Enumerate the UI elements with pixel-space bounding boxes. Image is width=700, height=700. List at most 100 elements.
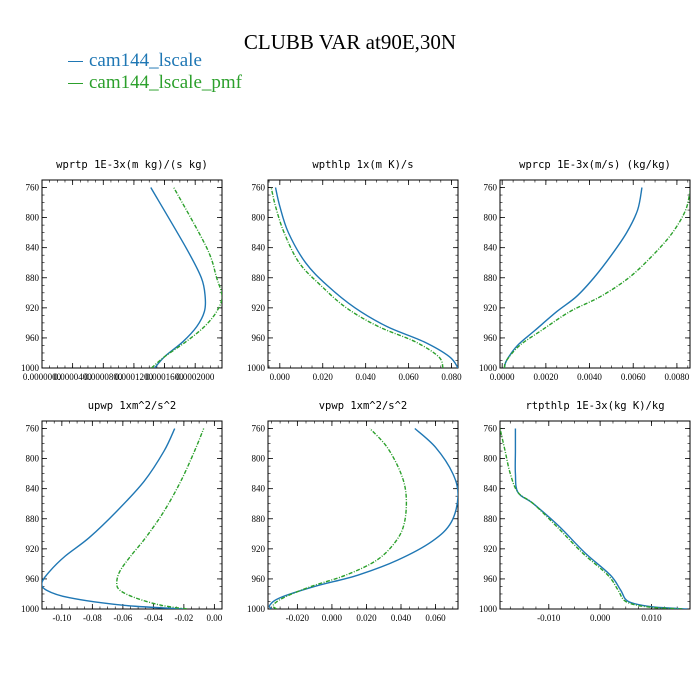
- y-tick-label: 760: [484, 183, 498, 193]
- x-tick-label: 0.040: [356, 372, 377, 382]
- plot-frame: [499, 420, 691, 610]
- x-tick-label: 0.020: [313, 372, 334, 382]
- series-line-lscale: [514, 428, 688, 609]
- series-line-lscale: [503, 187, 643, 368]
- x-tick-label: 0.000: [590, 613, 611, 623]
- y-tick-label: 840: [484, 484, 498, 494]
- y-tick-label: 1000: [479, 604, 498, 614]
- y-tick-label: 920: [26, 303, 40, 313]
- y-tick-label: 920: [26, 544, 40, 554]
- x-tick-label: 0.0020: [533, 372, 558, 382]
- panel-5: vpwp 1xm^2/s^2 760 800 840 880 920 960 1000 -0.0…: [247, 400, 459, 623]
- panel-4: upwp 1xm^2/s^2 760 800 840 880 920 960 1000 -0.1…: [21, 400, 223, 623]
- panel-6: rtpthlp 1E-3x(kg K)/kg 760 800 840 880 920 960…: [479, 400, 691, 623]
- y-tick-label: 920: [252, 544, 266, 554]
- x-tick-label: -0.010: [537, 613, 561, 623]
- x-tick-label: -0.020: [286, 613, 310, 623]
- panel-title: wpthlp 1x(m K)/s: [312, 159, 413, 171]
- panel-2: wpthlp 1x(m K)/s 760 800 840 880 920 960 1000 0.…: [247, 159, 462, 382]
- y-tick-label: 1000: [479, 363, 498, 373]
- plot-frame: [41, 179, 223, 369]
- series-line-lscale-pmf: [151, 187, 222, 368]
- series-line-lscale: [150, 187, 207, 368]
- x-tick-label: 0.0001600: [145, 372, 184, 382]
- x-tick-label: 0.000: [322, 613, 343, 623]
- series-line-lscale-pmf: [270, 187, 444, 368]
- y-tick-label: 800: [26, 454, 40, 464]
- x-tick-label: 0.0001200: [115, 372, 154, 382]
- x-tick-label: 0.0002000: [176, 372, 215, 382]
- x-tick-label: 0.060: [425, 613, 446, 623]
- x-tick-label: 0.020: [356, 613, 377, 623]
- plot-frame: [267, 420, 459, 610]
- y-tick-label: 960: [252, 574, 266, 584]
- x-tick-label: -0.04: [144, 613, 163, 623]
- legend-item-lscale-pmf: cam144_lscale_pmf: [68, 72, 242, 94]
- x-tick-label: 0.0080: [665, 372, 690, 382]
- y-tick-label: 800: [252, 454, 266, 464]
- legend-swatch-lscale: [68, 60, 83, 62]
- y-tick-label: 800: [26, 213, 40, 223]
- series-line-lscale: [274, 187, 458, 368]
- y-tick-label: 880: [252, 273, 266, 283]
- y-tick-label: 880: [484, 273, 498, 283]
- x-tick-label: 0.0000: [490, 372, 515, 382]
- plot-frame: [267, 179, 459, 369]
- plot-frame: [41, 420, 223, 610]
- y-tick-label: 840: [252, 484, 266, 494]
- series-line-lscale: [42, 428, 184, 609]
- x-tick-label: 0.0040: [577, 372, 602, 382]
- y-tick-label: 840: [484, 243, 498, 253]
- y-tick-label: 960: [26, 333, 40, 343]
- series-line-lscale-pmf: [503, 191, 690, 368]
- y-tick-label: 960: [484, 333, 498, 343]
- y-tick-label: 880: [252, 514, 266, 524]
- legend: cam144_lscale cam144_lscale_pmf: [68, 50, 242, 94]
- y-tick-label: 960: [26, 574, 40, 584]
- panel-title: rtpthlp 1E-3x(kg K)/kg: [525, 400, 664, 412]
- y-tick-label: 760: [26, 424, 40, 434]
- panel-title: wprtp 1E-3x(m kg)/(s kg): [56, 159, 208, 171]
- y-tick-label: 760: [252, 424, 266, 434]
- panel-title: upwp 1xm^2/s^2: [88, 400, 177, 412]
- series-line-lscale-pmf: [500, 428, 683, 609]
- figure-title: CLUBB VAR at90E,30N: [243, 30, 457, 54]
- y-tick-label: 760: [26, 183, 40, 193]
- legend-swatch-lscale-pmf: [68, 82, 83, 84]
- y-tick-label: 1000: [247, 363, 266, 373]
- panel-3: wprcp 1E-3x(m/s) (kg/kg) 760 800 840 880 920 9…: [479, 159, 691, 382]
- x-tick-label: 0.0000800: [84, 372, 123, 382]
- y-tick-label: 800: [484, 213, 498, 223]
- y-tick-label: 840: [252, 243, 266, 253]
- y-tick-label: 800: [484, 454, 498, 464]
- y-tick-label: 1000: [21, 363, 40, 373]
- x-tick-label: 0.0060: [621, 372, 646, 382]
- legend-label-lscale: cam144_lscale: [89, 50, 202, 71]
- x-tick-label: -0.02: [174, 613, 193, 623]
- x-tick-label: 0.040: [391, 613, 412, 623]
- y-tick-label: 800: [252, 213, 266, 223]
- y-tick-label: 920: [484, 544, 498, 554]
- y-tick-label: 960: [252, 333, 266, 343]
- legend-item-lscale: cam144_lscale: [68, 50, 242, 72]
- y-tick-label: 960: [484, 574, 498, 584]
- y-tick-label: 840: [26, 484, 40, 494]
- x-tick-label: 0.080: [441, 372, 462, 382]
- y-tick-label: 880: [26, 273, 40, 283]
- x-tick-label: -0.10: [52, 613, 71, 623]
- x-tick-label: 0.060: [398, 372, 419, 382]
- series-line-lscale: [268, 427, 458, 609]
- y-tick-label: 880: [26, 514, 40, 524]
- y-tick-label: 1000: [21, 604, 40, 614]
- plot-frame: [499, 179, 691, 369]
- x-tick-label: 0.0000000: [23, 372, 62, 382]
- panel-title: vpwp 1xm^2/s^2: [319, 400, 408, 412]
- y-tick-label: 920: [252, 303, 266, 313]
- panel-title: wprcp 1E-3x(m/s) (kg/kg): [519, 159, 671, 171]
- x-tick-label: 0.0000400: [54, 372, 93, 382]
- series-line-lscale-pmf: [116, 428, 205, 609]
- series-line-lscale-pmf: [272, 428, 408, 609]
- x-tick-label: -0.08: [83, 613, 102, 623]
- panel-1: wprtp 1E-3x(m kg)/(s kg) 760 800 840 880 920 9…: [21, 159, 223, 382]
